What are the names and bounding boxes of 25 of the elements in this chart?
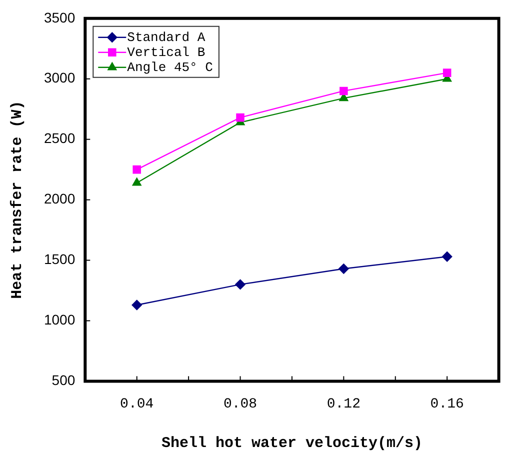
point [132, 300, 142, 310]
y-tick-label: 1000 [44, 312, 76, 328]
y-axis-title: Heat transfer rate (W) [8, 100, 26, 299]
legend-label: Standard A [127, 30, 206, 45]
x-tick-label: 0.08 [223, 396, 258, 412]
point [442, 68, 452, 77]
point [340, 86, 348, 96]
point [132, 178, 142, 186]
legend-label: Angle 45° C [127, 60, 214, 75]
point [235, 279, 246, 290]
point [132, 165, 141, 174]
y-tick-label: 1500 [44, 251, 76, 268]
x-tick-label: 0.16 [430, 396, 464, 412]
point [338, 264, 349, 274]
point [236, 113, 244, 122]
y-tick-label: 2500 [44, 130, 76, 146]
point [442, 252, 452, 262]
x-axis-title: Shell hot water velocity(m/s) [161, 434, 422, 452]
y-tick-label: 3000 [44, 70, 76, 86]
legend-label: Vertical B [127, 44, 206, 60]
x-tick-label: 0.04 [120, 396, 154, 412]
y-tick-label: 2000 [44, 190, 76, 207]
y-tick-label: 3500 [44, 9, 76, 26]
y-tick-label: 500 [52, 372, 76, 388]
x-tick-label: 0.12 [326, 396, 360, 412]
